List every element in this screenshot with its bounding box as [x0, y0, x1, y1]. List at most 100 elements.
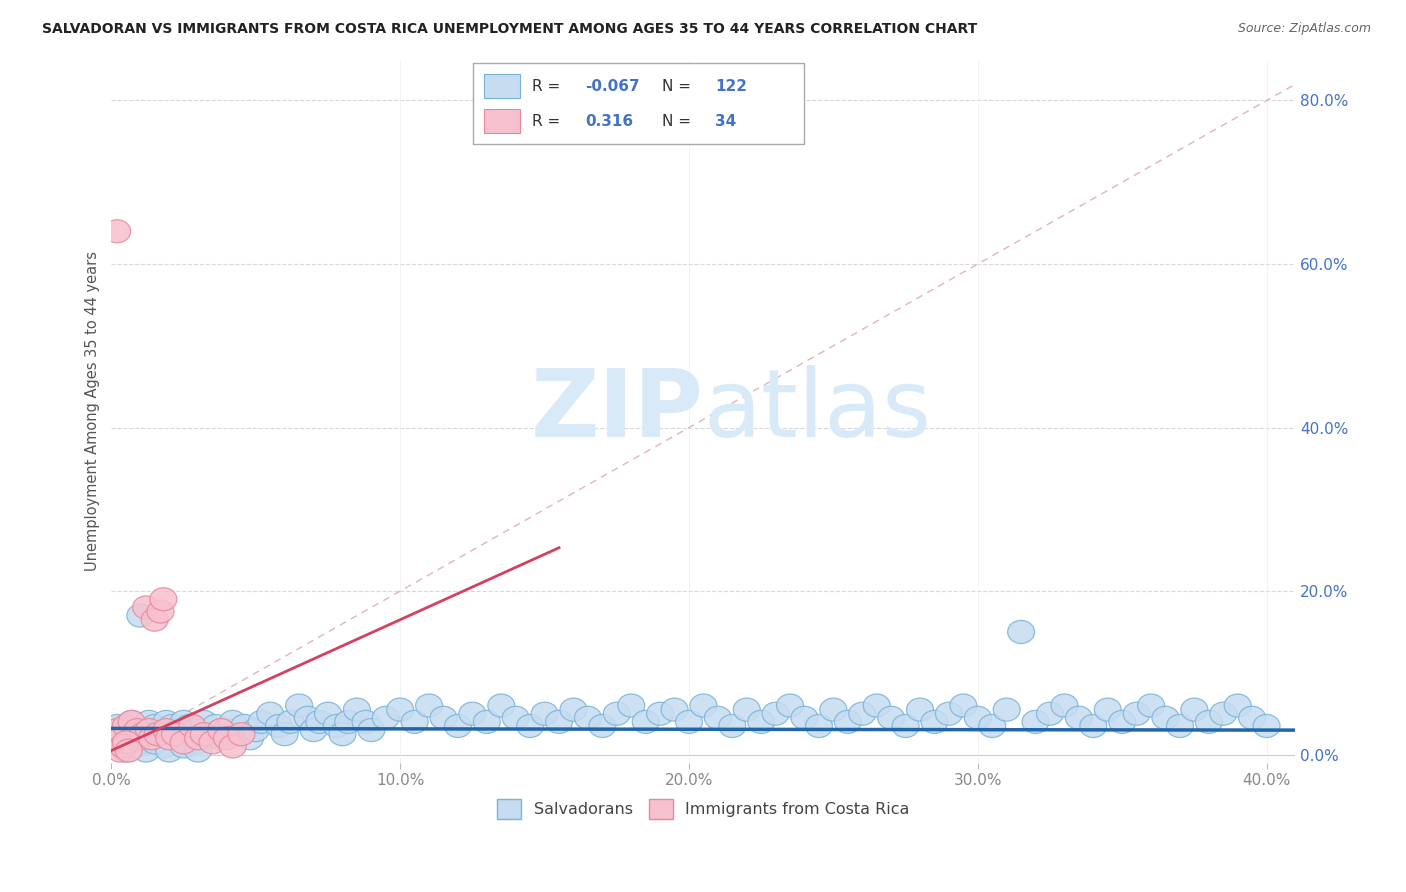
- Ellipse shape: [135, 719, 163, 741]
- Ellipse shape: [107, 727, 134, 750]
- Ellipse shape: [1022, 710, 1049, 733]
- Legend: Salvadorans, Immigrants from Costa Rica: Salvadorans, Immigrants from Costa Rica: [491, 793, 917, 825]
- Ellipse shape: [352, 710, 380, 733]
- Text: ZIP: ZIP: [530, 365, 703, 458]
- Ellipse shape: [104, 719, 131, 741]
- Ellipse shape: [633, 710, 659, 733]
- Ellipse shape: [214, 719, 240, 741]
- Ellipse shape: [387, 698, 413, 721]
- Ellipse shape: [228, 723, 254, 746]
- Ellipse shape: [104, 714, 131, 738]
- Ellipse shape: [806, 714, 832, 738]
- Ellipse shape: [748, 710, 775, 733]
- Text: -0.067: -0.067: [585, 78, 640, 94]
- FancyBboxPatch shape: [472, 63, 804, 144]
- Ellipse shape: [1109, 710, 1136, 733]
- Ellipse shape: [208, 727, 235, 750]
- Ellipse shape: [132, 739, 159, 762]
- Ellipse shape: [266, 714, 292, 738]
- Ellipse shape: [121, 723, 148, 746]
- Ellipse shape: [965, 706, 991, 730]
- Ellipse shape: [1094, 698, 1121, 721]
- Ellipse shape: [834, 710, 862, 733]
- Ellipse shape: [141, 608, 169, 632]
- Ellipse shape: [323, 714, 350, 738]
- Ellipse shape: [153, 710, 180, 733]
- Ellipse shape: [184, 731, 211, 754]
- Ellipse shape: [502, 706, 529, 730]
- Ellipse shape: [1080, 714, 1107, 738]
- Ellipse shape: [129, 719, 156, 741]
- Ellipse shape: [950, 694, 977, 717]
- Ellipse shape: [718, 714, 745, 738]
- Ellipse shape: [138, 727, 166, 750]
- Ellipse shape: [112, 719, 139, 741]
- Ellipse shape: [115, 739, 142, 762]
- Ellipse shape: [200, 731, 226, 754]
- Ellipse shape: [132, 731, 159, 754]
- Ellipse shape: [170, 731, 197, 754]
- Ellipse shape: [167, 731, 194, 754]
- FancyBboxPatch shape: [485, 109, 520, 134]
- Ellipse shape: [184, 739, 211, 762]
- Ellipse shape: [647, 702, 673, 725]
- Ellipse shape: [863, 694, 890, 717]
- Ellipse shape: [921, 710, 948, 733]
- Ellipse shape: [150, 588, 177, 611]
- Ellipse shape: [617, 694, 645, 717]
- Ellipse shape: [444, 714, 471, 738]
- Ellipse shape: [112, 731, 139, 754]
- Ellipse shape: [560, 698, 586, 721]
- Ellipse shape: [236, 727, 263, 750]
- Ellipse shape: [589, 714, 616, 738]
- Ellipse shape: [1209, 702, 1237, 725]
- Ellipse shape: [1181, 698, 1208, 721]
- Text: R =: R =: [531, 114, 565, 129]
- Ellipse shape: [173, 723, 200, 746]
- Ellipse shape: [704, 706, 731, 730]
- Ellipse shape: [214, 727, 240, 750]
- Ellipse shape: [257, 702, 284, 725]
- Ellipse shape: [124, 723, 150, 746]
- Ellipse shape: [156, 739, 183, 762]
- Ellipse shape: [458, 702, 486, 725]
- Ellipse shape: [145, 723, 172, 746]
- Ellipse shape: [219, 710, 246, 733]
- Ellipse shape: [110, 735, 136, 758]
- Ellipse shape: [138, 723, 166, 746]
- Ellipse shape: [104, 219, 131, 243]
- Ellipse shape: [1050, 694, 1078, 717]
- Ellipse shape: [231, 714, 257, 738]
- Ellipse shape: [1036, 702, 1063, 725]
- Ellipse shape: [315, 702, 342, 725]
- Ellipse shape: [516, 714, 544, 738]
- Ellipse shape: [170, 710, 197, 733]
- Text: 122: 122: [716, 78, 747, 94]
- Ellipse shape: [603, 702, 630, 725]
- Ellipse shape: [165, 719, 191, 741]
- Text: 0.316: 0.316: [585, 114, 633, 129]
- Ellipse shape: [675, 710, 703, 733]
- Ellipse shape: [1123, 702, 1150, 725]
- Ellipse shape: [141, 714, 169, 738]
- Ellipse shape: [307, 710, 333, 733]
- Ellipse shape: [1152, 706, 1180, 730]
- Ellipse shape: [219, 735, 246, 758]
- Ellipse shape: [335, 710, 361, 733]
- Ellipse shape: [979, 714, 1005, 738]
- Ellipse shape: [115, 735, 142, 758]
- Ellipse shape: [179, 714, 205, 738]
- Ellipse shape: [893, 714, 920, 738]
- Ellipse shape: [935, 702, 962, 725]
- Ellipse shape: [1225, 694, 1251, 717]
- Ellipse shape: [1137, 694, 1164, 717]
- Ellipse shape: [121, 731, 148, 754]
- Ellipse shape: [690, 694, 717, 717]
- Ellipse shape: [195, 723, 224, 746]
- Ellipse shape: [907, 698, 934, 721]
- Ellipse shape: [329, 723, 356, 746]
- Ellipse shape: [107, 739, 134, 762]
- Ellipse shape: [294, 706, 321, 730]
- Ellipse shape: [373, 706, 399, 730]
- Ellipse shape: [993, 698, 1021, 721]
